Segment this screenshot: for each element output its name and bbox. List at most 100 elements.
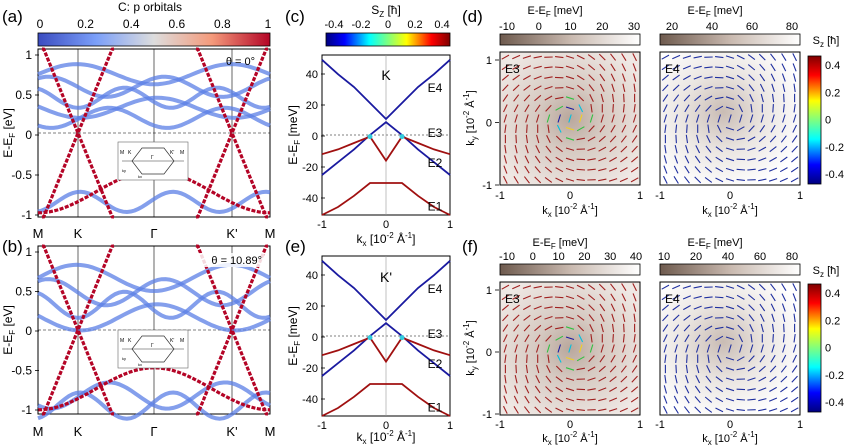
spin-arrow xyxy=(663,175,668,184)
spin-arrow xyxy=(513,176,519,184)
spin-arrow xyxy=(544,396,553,403)
ylabel-b: E-EF [eV] xyxy=(1,305,17,355)
spin-arrow xyxy=(779,397,788,403)
spin-arrow xyxy=(685,145,689,154)
spin-arrow xyxy=(608,167,618,172)
spin-arrow xyxy=(674,155,679,164)
spin-arrow xyxy=(565,326,575,330)
spin-arrow xyxy=(758,365,766,373)
cbar-ticks-d-left: -10 0 10 20 30 xyxy=(499,21,640,33)
spin-arrow xyxy=(600,323,604,333)
spin-arrow xyxy=(565,356,575,361)
spin-arrow xyxy=(565,86,575,90)
spin-arrow xyxy=(685,344,689,353)
spin-arrow xyxy=(544,406,553,413)
band-line-e1 xyxy=(321,182,451,216)
spin-arrow xyxy=(599,83,605,92)
spin-arrow xyxy=(565,137,575,141)
cbar-ticks-f-right: 10 20 40 60 80 xyxy=(658,251,798,263)
spin-arrow xyxy=(631,386,639,393)
spin-arrow xyxy=(768,167,778,172)
spin-arrow xyxy=(565,408,575,412)
spin-arrow xyxy=(632,53,637,62)
spin-arrow xyxy=(501,64,510,71)
spin-arrow xyxy=(598,376,607,382)
spin-arrow xyxy=(673,324,680,332)
spin-arrow xyxy=(514,374,518,384)
spin-arrow xyxy=(793,334,796,343)
spin-arrow xyxy=(770,293,776,302)
spin-arrow xyxy=(728,114,732,123)
spin-arrow xyxy=(620,156,628,163)
spin-arrow xyxy=(524,104,530,113)
xtick-label: -1 xyxy=(317,420,327,432)
colorbar-sz-d xyxy=(807,55,822,185)
xticks-c: -1 0 1 xyxy=(317,219,453,231)
spin-arrow xyxy=(545,334,552,342)
spin-arrow xyxy=(504,374,507,384)
bz-inset-b: M K Γ K' M kx ky xyxy=(117,329,189,369)
spin-arrow xyxy=(758,53,766,61)
spin-arrow xyxy=(781,63,787,72)
spin-arrow xyxy=(503,155,508,164)
spin-arrow xyxy=(587,284,596,291)
spin-arrow xyxy=(523,314,531,321)
spin-arrow xyxy=(534,166,541,174)
spin-arrow xyxy=(513,395,519,404)
spin-arrow xyxy=(694,324,702,332)
spin-arrow xyxy=(683,75,691,81)
spin-arrow xyxy=(632,63,637,72)
spin-arrow xyxy=(759,83,765,92)
spin-arrow xyxy=(684,104,690,113)
spin-arrow xyxy=(588,355,595,363)
spin-arrow xyxy=(512,284,521,290)
spin-arrow xyxy=(736,126,745,132)
spin-arrow xyxy=(736,64,745,70)
spin-arrow xyxy=(587,54,596,61)
spin-arrow xyxy=(512,84,520,92)
spin-arrow xyxy=(578,114,583,123)
spin-arrow xyxy=(736,408,745,411)
spin-arrow xyxy=(533,285,542,289)
spin-arrow xyxy=(534,104,541,113)
spin-arrow xyxy=(725,106,735,111)
spin-arrow xyxy=(758,157,767,162)
spin-arrow xyxy=(524,334,530,343)
spin-arrow xyxy=(759,293,766,301)
spin-arrow xyxy=(599,73,606,82)
spin-arrow xyxy=(524,165,530,174)
spin-arrow xyxy=(782,344,786,353)
spin-arrow xyxy=(782,313,786,323)
spin-arrow xyxy=(611,323,615,333)
xtick-label: 1 xyxy=(447,219,453,231)
spin-arrow xyxy=(588,304,595,311)
spin-arrow xyxy=(525,364,529,374)
spin-arrow xyxy=(693,295,702,299)
spin-arrow xyxy=(535,375,541,384)
spin-arrow xyxy=(661,284,670,290)
spin-arrow xyxy=(694,155,701,164)
spin-arrow xyxy=(749,94,754,103)
spin-arrow xyxy=(501,54,510,60)
spin-arrow xyxy=(772,334,774,343)
spin-arrow xyxy=(622,114,626,123)
spin-arrow xyxy=(609,376,617,383)
colorbar-sz-f xyxy=(807,283,822,413)
crossing-marker xyxy=(399,134,405,140)
spin-arrow xyxy=(611,344,615,353)
spin-arrow xyxy=(523,305,531,311)
spin-arrow xyxy=(715,335,724,341)
spin-arrow xyxy=(674,114,678,123)
spin-arrow xyxy=(715,407,724,413)
spin-arrow xyxy=(694,396,701,404)
spin-arrow xyxy=(704,406,713,413)
spin-arrow xyxy=(555,397,564,403)
svg-text:K': K' xyxy=(170,150,174,156)
spin-arrow xyxy=(706,134,711,143)
spin-arrow xyxy=(725,367,735,371)
spin-arrow xyxy=(565,96,575,100)
spin-arrow xyxy=(565,75,575,80)
spin-arrow xyxy=(693,285,702,289)
spin-arrow xyxy=(769,146,777,153)
spin-arrow xyxy=(682,285,692,289)
